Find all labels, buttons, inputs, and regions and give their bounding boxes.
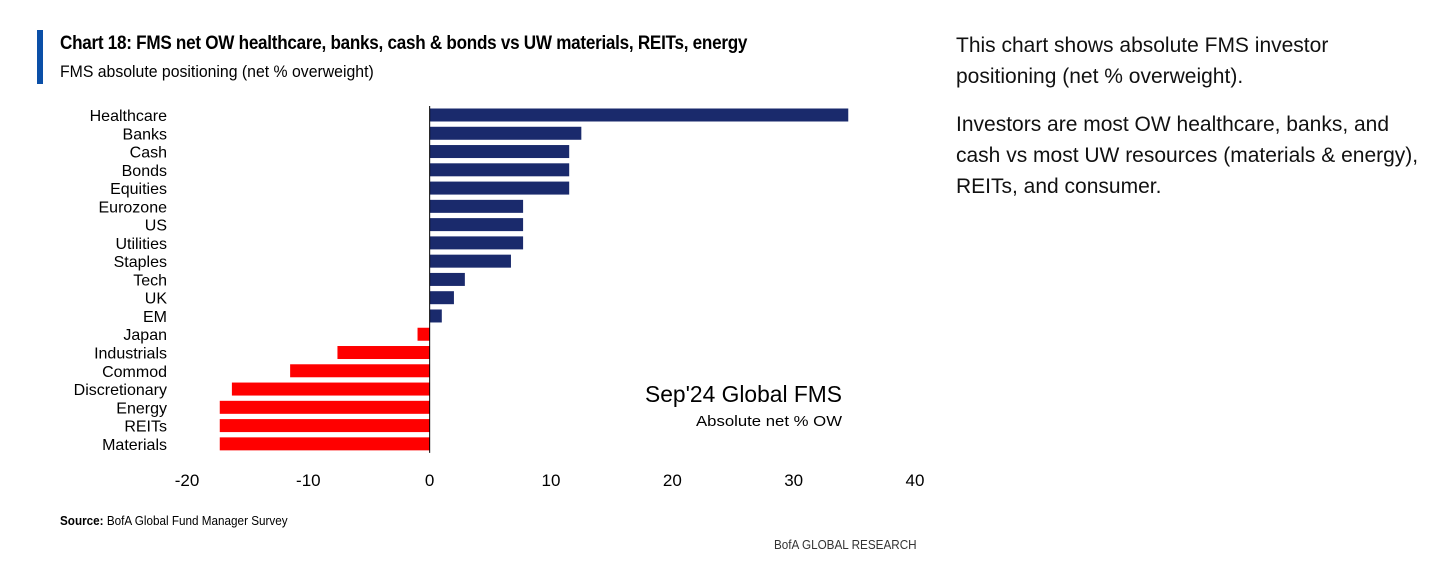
annotation-subtitle: Absolute net % OW <box>696 413 843 430</box>
category-label-tech: Tech <box>133 272 167 289</box>
bar-tech <box>429 272 465 286</box>
bar-eurozone <box>429 199 524 213</box>
bar-bonds <box>429 163 570 177</box>
bar-discretionary <box>231 382 430 396</box>
category-label-eurozone: Eurozone <box>99 199 168 216</box>
category-label-em: EM <box>143 309 167 326</box>
category-label-equities: Equities <box>110 181 167 198</box>
bar-utilities <box>429 236 524 250</box>
bar-materials <box>219 437 430 451</box>
chart-subtitle: FMS absolute positioning (net % overweig… <box>60 62 374 81</box>
brand-footer: BofA GLOBAL RESEARCH <box>774 537 917 552</box>
category-label-bonds: Bonds <box>122 163 167 180</box>
bar-energy <box>219 400 430 414</box>
category-label-staples: Staples <box>114 254 167 271</box>
x-axis-ticks: -20 -10 0 10 20 30 40 <box>175 471 925 490</box>
bar-reits <box>219 419 430 433</box>
category-label-reits: REITs <box>124 419 167 436</box>
category-label-uk: UK <box>145 291 168 308</box>
x-tick-label: -10 <box>296 471 321 490</box>
chart-title: Chart 18: FMS net OW healthcare, banks, … <box>60 33 748 54</box>
category-label-materials: Materials <box>102 437 167 454</box>
bar-uk <box>429 291 454 305</box>
category-label-healthcare: Healthcare <box>90 108 167 125</box>
bar-equities <box>429 181 570 195</box>
side-note-paragraph-1: This chart shows absolute FMS investor p… <box>956 34 1329 88</box>
annotation-title: Sep'24 Global FMS <box>645 381 842 407</box>
bar-commod <box>290 364 430 378</box>
category-label-banks: Banks <box>123 126 167 143</box>
bar-cash <box>429 145 570 159</box>
source-note: Source: BofA Global Fund Manager Survey <box>60 513 288 528</box>
title-accent-bar <box>37 30 43 84</box>
x-tick-label: 40 <box>906 471 925 490</box>
x-tick-label: 10 <box>542 471 561 490</box>
category-label-us: US <box>145 218 167 235</box>
source-text: BofA Global Fund Manager Survey <box>106 513 288 528</box>
bar-banks <box>429 126 582 140</box>
x-tick-label: 0 <box>425 471 434 490</box>
category-label-discretionary: Discretionary <box>74 382 167 399</box>
bars-layer <box>219 108 849 451</box>
side-note: This chart shows absolute FMS investor p… <box>956 30 1426 219</box>
category-label-industrials: Industrials <box>94 346 167 363</box>
x-tick-label: -20 <box>175 471 200 490</box>
bar-japan <box>417 327 430 341</box>
category-label-cash: Cash <box>130 145 167 162</box>
bar-us <box>429 218 524 232</box>
x-tick-label: 30 <box>784 471 803 490</box>
x-tick-label: 20 <box>663 471 682 490</box>
source-label: Source: <box>60 513 104 528</box>
category-label-energy: Energy <box>116 400 167 417</box>
category-label-japan: Japan <box>123 327 167 344</box>
bar-industrials <box>337 346 430 360</box>
side-note-paragraph-2: Investors are most OW healthcare, banks,… <box>956 113 1419 198</box>
bar-healthcare <box>429 108 849 122</box>
bar-em <box>429 309 442 323</box>
category-label-utilities: Utilities <box>115 236 167 253</box>
bar-staples <box>429 254 511 268</box>
category-label-commod: Commod <box>102 364 167 381</box>
